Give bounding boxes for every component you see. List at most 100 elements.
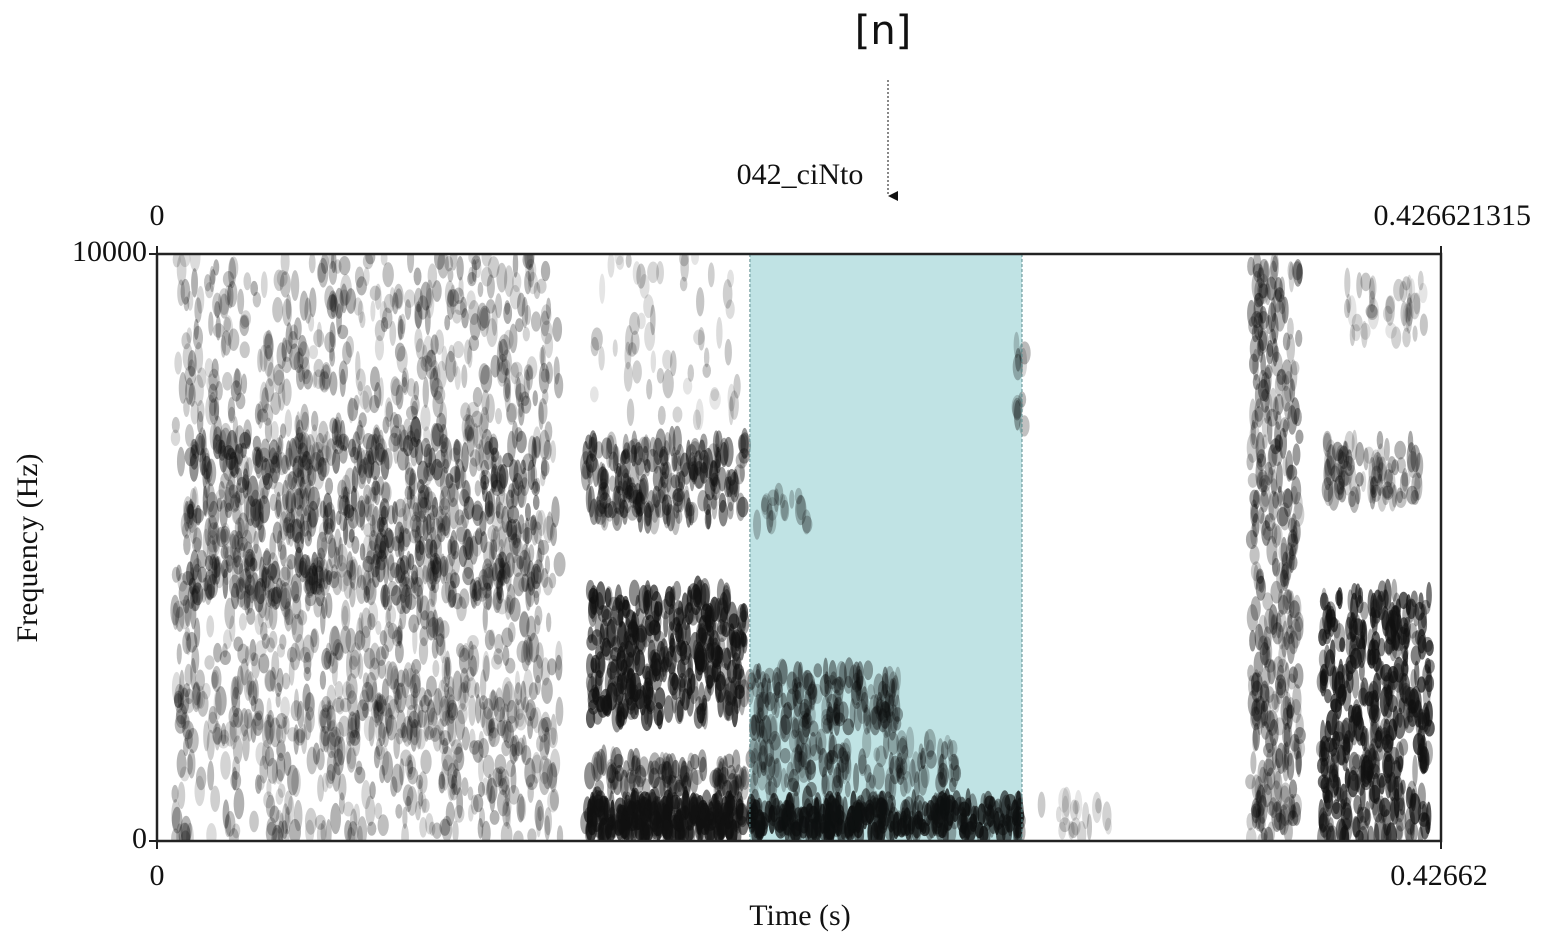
annotation: [n] [855, 8, 912, 54]
texture-blob [342, 570, 353, 587]
texture-blob [263, 714, 272, 741]
texture-blob [436, 523, 446, 543]
texture-blob [662, 349, 673, 370]
texture-blob [1264, 658, 1276, 673]
texture-blob [367, 540, 377, 565]
texture-blob [500, 821, 513, 841]
texture-blob [490, 354, 500, 378]
texture-blob [1349, 324, 1356, 347]
texture-blob [444, 572, 455, 603]
texture-blob [1351, 754, 1363, 770]
texture-blob [1281, 742, 1288, 773]
texture-blob [212, 726, 223, 745]
texture-blob [511, 734, 520, 762]
texture-blob [334, 642, 344, 661]
texture-blob [1341, 717, 1352, 744]
texture-blob [405, 795, 412, 813]
texture-blob [317, 257, 329, 288]
texture-blob [410, 446, 418, 467]
texture-blob [197, 400, 205, 423]
texture-blob [487, 488, 496, 517]
texture-blob [175, 564, 182, 582]
texture-blob [513, 830, 524, 841]
texture-blob [538, 755, 551, 785]
texture-blob [250, 695, 257, 712]
texture-blob [239, 431, 251, 449]
texture-blob [421, 344, 428, 368]
texture-blob [716, 316, 723, 349]
texture-blob [1257, 267, 1265, 289]
texture-blob [632, 482, 643, 515]
texture-blob [438, 771, 445, 790]
texture-blob [321, 361, 332, 390]
texture-blob [399, 758, 405, 786]
texture-blob [512, 537, 523, 557]
texture-blob [1259, 683, 1270, 703]
texture-blob [307, 465, 317, 487]
texture-blob [504, 718, 512, 744]
texture-blob [368, 601, 379, 628]
texture-blob [509, 284, 521, 310]
texture-blob [1288, 779, 1298, 799]
texture-blob [461, 726, 470, 751]
texture-blob [308, 345, 319, 360]
texture-blob [195, 505, 202, 526]
texture-blob [518, 577, 529, 593]
texture-blob [522, 543, 528, 561]
texture-blob [1270, 469, 1278, 497]
texture-blob [1417, 612, 1428, 637]
texture-blob [409, 489, 416, 510]
texture-blob [338, 495, 351, 516]
texture-blob [197, 367, 207, 388]
texture-blob [280, 339, 293, 363]
texture-blob [444, 554, 453, 584]
texture-blob [543, 726, 551, 756]
texture-blob [411, 659, 422, 675]
texture-blob [501, 627, 514, 648]
texture-blob [291, 767, 301, 797]
x-tick-label: 0.42662 [1390, 859, 1488, 892]
texture-blob [192, 558, 202, 573]
texture-blob [528, 544, 535, 562]
texture-blob [186, 327, 193, 344]
texture-blob [684, 501, 696, 517]
texture-blob [486, 777, 498, 804]
texture-blob [348, 711, 357, 739]
texture-blob [259, 381, 269, 412]
texture-blob [591, 589, 600, 616]
texture-blob [458, 647, 471, 674]
texture-blob [276, 724, 283, 744]
texture-blob [321, 537, 327, 553]
texture-blob [495, 503, 506, 520]
texture-blob [491, 455, 498, 474]
overlay [749, 254, 1023, 841]
texture-blob [378, 377, 384, 407]
texture-blob [1287, 405, 1298, 435]
texture-blob [208, 705, 218, 724]
spectrogram-texture [170, 254, 1435, 841]
texture-blob [432, 280, 442, 302]
texture-blob [1289, 359, 1298, 392]
texture-blob [276, 451, 288, 476]
texture-blob [1420, 735, 1428, 765]
texture-blob [540, 304, 552, 326]
texture-blob [491, 654, 503, 670]
texture-blob [282, 516, 293, 534]
texture-blob [439, 517, 446, 536]
texture-blob [191, 645, 200, 674]
texture-blob [184, 598, 192, 628]
texture-blob [190, 438, 198, 455]
texture-blob [171, 784, 179, 803]
texture-blob [267, 710, 275, 728]
texture-blob [295, 633, 305, 661]
texture-blob [290, 476, 297, 492]
texture-blob [409, 514, 421, 533]
texture-blob [220, 545, 229, 560]
texture-blob [280, 696, 290, 720]
texture-blob [450, 254, 458, 271]
texture-blob [230, 492, 241, 512]
texture-blob [369, 534, 377, 551]
texture-blob [213, 642, 222, 663]
texture-blob [441, 345, 448, 371]
texture-blob [663, 610, 669, 638]
